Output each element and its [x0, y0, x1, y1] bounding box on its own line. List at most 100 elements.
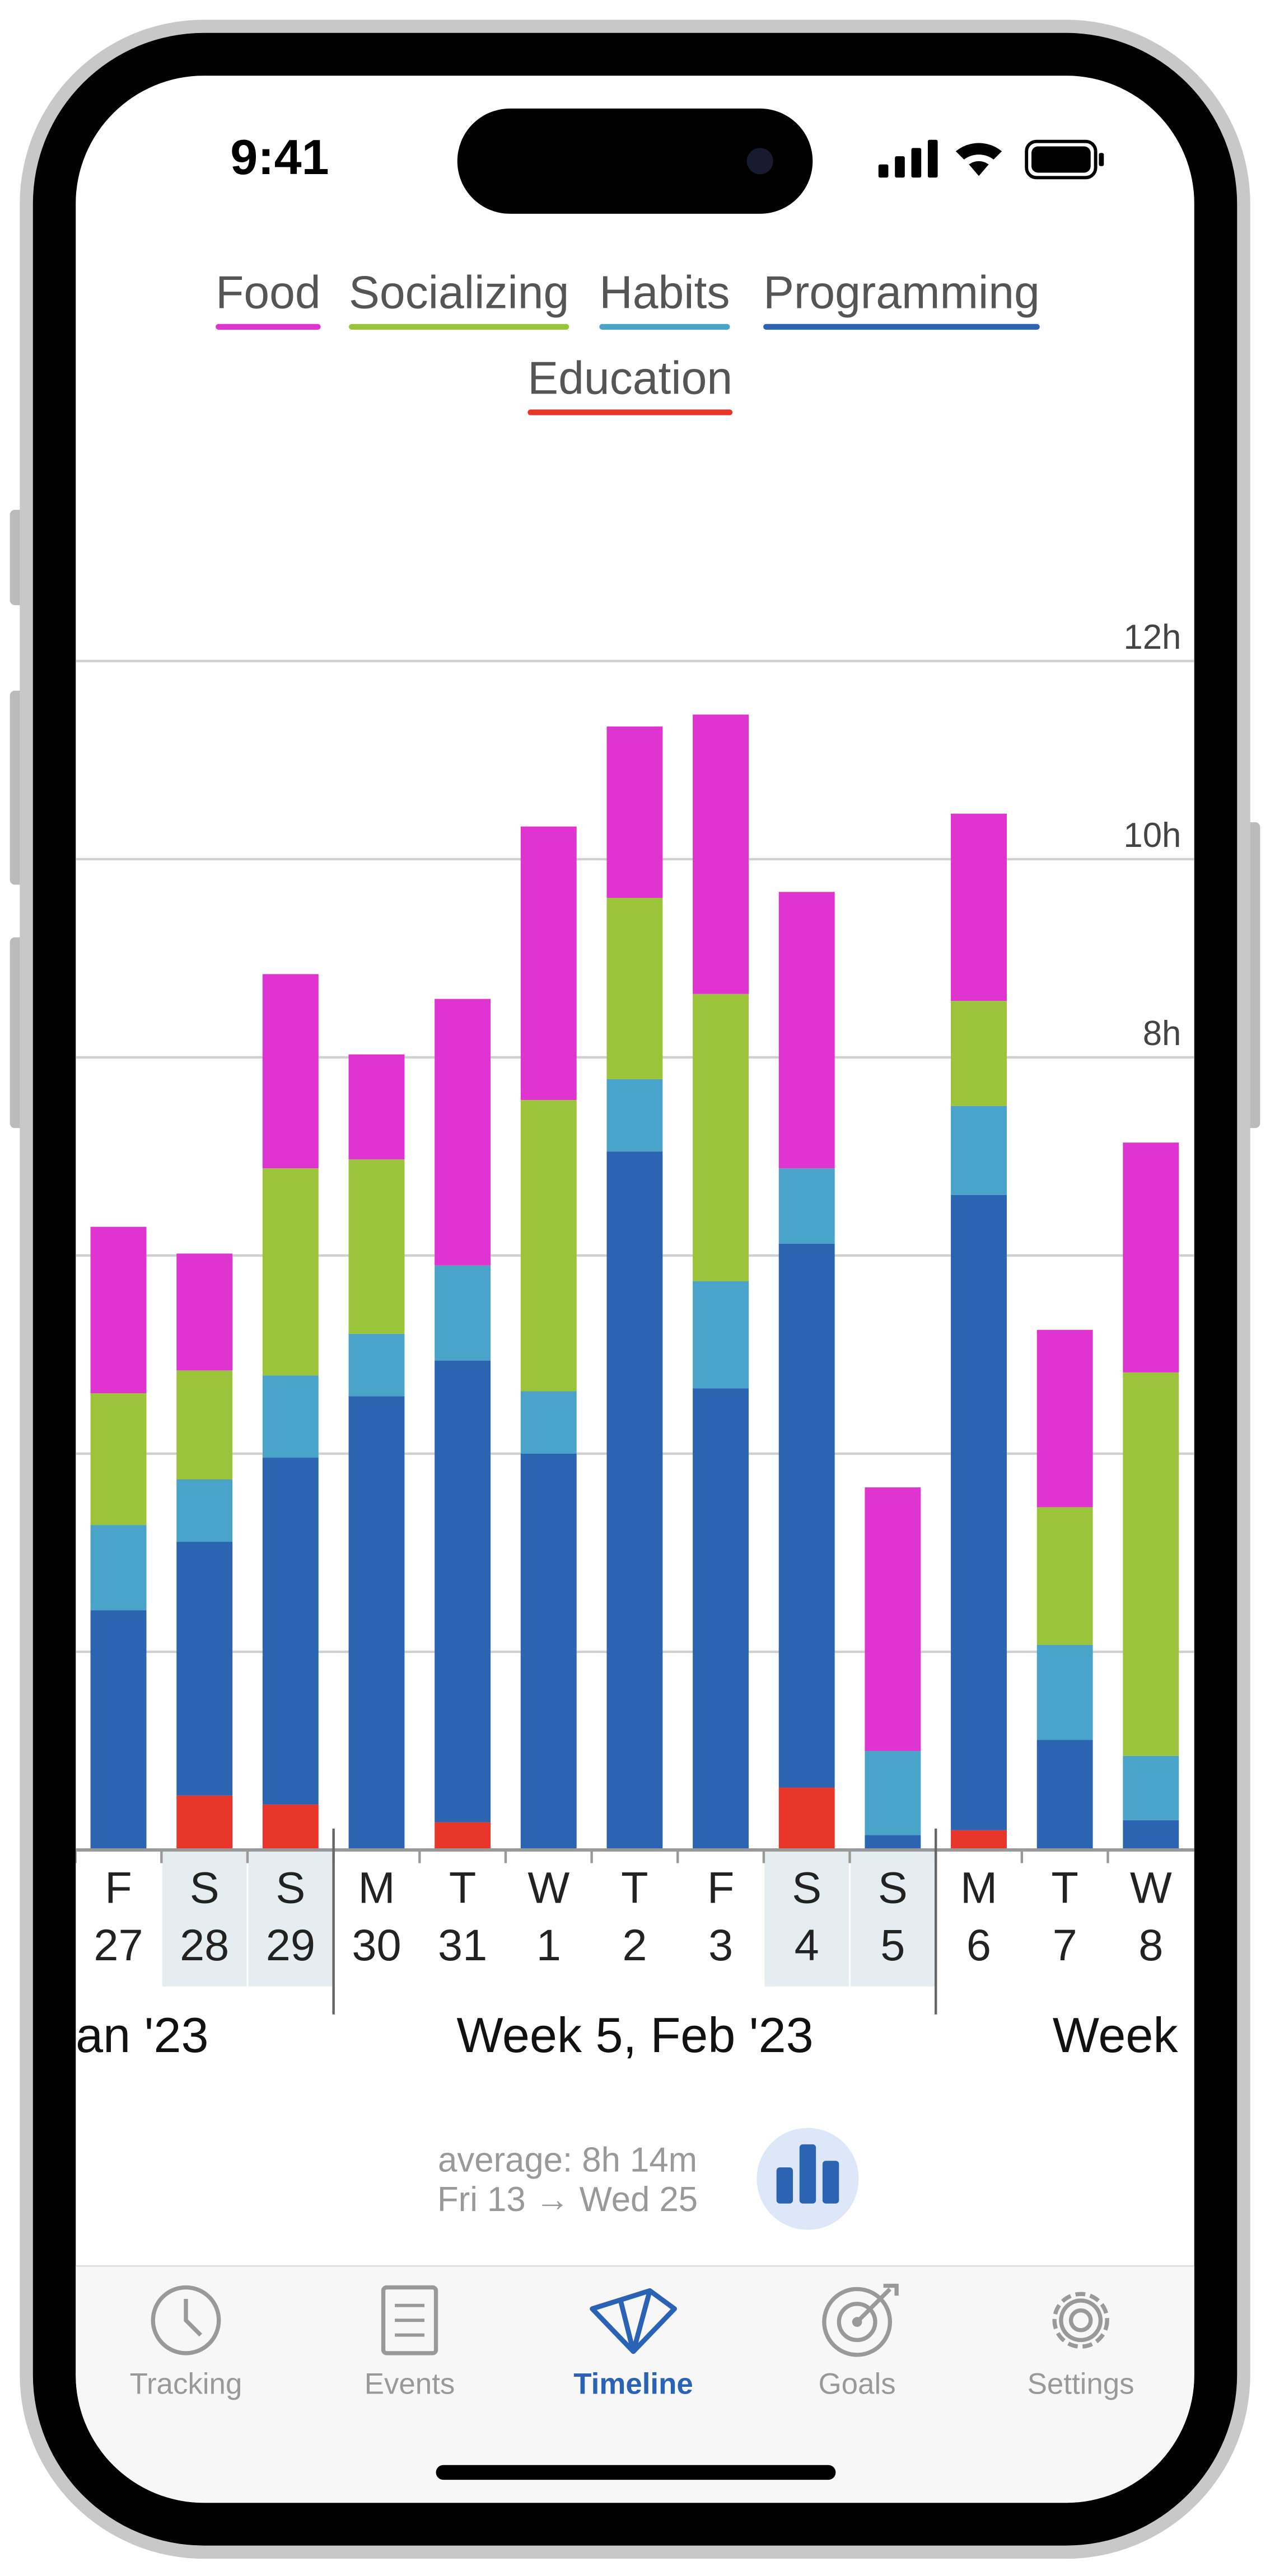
x-tick-date: 3: [708, 1920, 733, 1970]
legend-entry[interactable]: Programming: [763, 268, 1040, 319]
home-indicator: [436, 2465, 836, 2480]
x-tick-date: 7: [1053, 1920, 1077, 1970]
bar-segment: [348, 1396, 405, 1850]
bar-segment: [865, 1835, 921, 1850]
legend-underline: [216, 324, 321, 330]
tab-item[interactable]: Settings: [1028, 2292, 1134, 2401]
status-icons: [878, 139, 1104, 180]
bar-segment: [176, 1253, 233, 1371]
y-tick-label: 12h: [1123, 618, 1181, 657]
x-tick-date: 30: [352, 1920, 401, 1970]
bar-segment: [520, 826, 577, 1100]
x-tick-date: 4: [795, 1920, 819, 1970]
bar-segment: [606, 898, 663, 1079]
bar-segment: [262, 1168, 319, 1376]
bar-segment: [1036, 1740, 1093, 1850]
week-label: Week 5, Feb '23: [456, 2007, 813, 2063]
tab-icon: [1052, 2292, 1109, 2349]
bar-segment: [90, 1226, 147, 1394]
tab-icon: [381, 2285, 438, 2355]
legend-entry[interactable]: Food: [216, 268, 320, 319]
x-tick-weekday: T: [449, 1862, 476, 1912]
bar-segment: [1123, 1142, 1179, 1373]
week-label: an '23: [76, 2007, 208, 2063]
bar-segment: [90, 1610, 147, 1850]
x-tick-weekday: F: [105, 1862, 132, 1912]
bar-segment: [1036, 1507, 1093, 1645]
bar-segment: [778, 892, 835, 1169]
tab-bar: [76, 2266, 1194, 2503]
x-tick-date: 1: [536, 1920, 561, 1970]
weekend-shade: [850, 1851, 935, 1987]
bar-segment: [778, 1168, 835, 1244]
date-range: Fri 13 → Wed 25: [437, 2180, 698, 2219]
x-tick-weekday: W: [1130, 1862, 1172, 1912]
camera: [746, 148, 773, 175]
summary-button[interactable]: [757, 2128, 859, 2230]
bar-segment: [951, 1106, 1007, 1196]
bar-segment: [90, 1525, 147, 1610]
bar-segment: [693, 994, 749, 1281]
bar-segment: [435, 1822, 491, 1850]
tab-label[interactable]: Tracking: [130, 2368, 242, 2401]
legend-underline: [527, 409, 733, 415]
bar-segment: [90, 1393, 147, 1525]
bar-segment: [348, 1333, 405, 1397]
bar-segment: [435, 1265, 491, 1361]
bar-segment: [1036, 1645, 1093, 1740]
x-tick-date: 2: [622, 1920, 647, 1970]
tab-item[interactable]: Events: [365, 2285, 455, 2401]
tab-selected[interactable]: Timeline: [573, 2288, 693, 2401]
bar-segment: [262, 1458, 319, 1805]
tab-item[interactable]: Goals: [819, 2283, 899, 2401]
average: average: 8h 14m: [438, 2141, 697, 2179]
tab-label[interactable]: Goals: [819, 2368, 896, 2401]
tab-label[interactable]: Settings: [1028, 2368, 1134, 2401]
tab-icon: [151, 2285, 221, 2355]
x-tick-weekday: F: [707, 1862, 734, 1912]
bar-segment: [262, 974, 319, 1169]
tab-label[interactable]: Events: [365, 2368, 455, 2401]
y-tick-label: 10h: [1123, 816, 1181, 855]
bar-segment: [435, 999, 491, 1266]
x-tick-date: 29: [266, 1920, 315, 1970]
x-tick-weekday: W: [527, 1862, 569, 1912]
legend-entry[interactable]: Socializing: [349, 268, 569, 319]
x-tick-weekday: S: [276, 1862, 305, 1912]
bar-segment: [176, 1542, 233, 1796]
ui: Education Programming Habits Socializing Foo…: [130, 268, 1134, 2401]
x-tick-weekday: S: [190, 1862, 220, 1912]
bar-segment: [693, 714, 749, 994]
bar-segment: [778, 1787, 835, 1850]
weekend-shade: [248, 1851, 333, 1987]
bar-segment: [951, 813, 1007, 1001]
bar-segment: [262, 1804, 319, 1850]
legend-underline: [599, 324, 730, 330]
bar-segment: [520, 1100, 577, 1392]
bar-segment: [176, 1370, 233, 1479]
bar-segment: [520, 1391, 577, 1454]
legend-entry[interactable]: Habits: [599, 268, 730, 319]
tab-item[interactable]: Tracking: [130, 2285, 242, 2401]
bar-segment: [176, 1795, 233, 1850]
bar-segment: [951, 1001, 1007, 1106]
bar-segment: [1123, 1372, 1179, 1756]
x-tick-weekday: M: [358, 1862, 395, 1912]
bar-segment: [176, 1479, 233, 1542]
bar-segment: [1036, 1329, 1093, 1507]
dynamic-island: [457, 108, 813, 214]
tab-label[interactable]: Timeline: [573, 2368, 693, 2401]
x-tick-weekday: S: [878, 1862, 908, 1912]
bar-segment: [348, 1159, 405, 1334]
x-tick-weekday: T: [621, 1862, 648, 1912]
chart: 8h 10h 12h F 27 S 28 S 29 M 30 T 31 W 1 T 2 F 3 S 4 S 5 M 6 T 7 W 8 a…: [76, 618, 1194, 2063]
bar-segment: [951, 1830, 1007, 1850]
legend-entry[interactable]: Education: [527, 353, 732, 404]
x-tick-weekday: T: [1051, 1862, 1078, 1912]
x-tick-date: 28: [180, 1920, 229, 1970]
bar-segment: [693, 1388, 749, 1850]
x-tick-date: 31: [438, 1920, 487, 1970]
status-time: 9:41: [230, 129, 329, 185]
bar-segment: [520, 1453, 577, 1850]
